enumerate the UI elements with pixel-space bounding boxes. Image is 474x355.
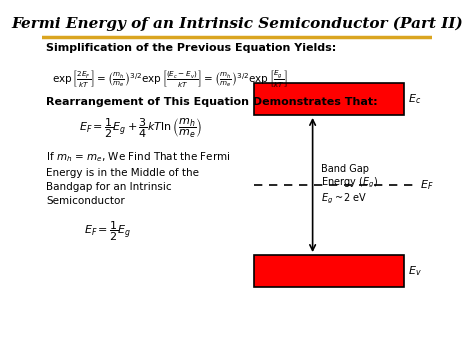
Text: Rearrangement of This Equation Demonstrates That:: Rearrangement of This Equation Demonstra… (46, 97, 378, 107)
Text: Band Gap
Energy ($E_g$)
$E_g$ ~2 eV: Band Gap Energy ($E_g$) $E_g$ ~2 eV (321, 164, 378, 206)
Text: If $m_h$ = $m_e$, We Find That the Fermi
Energy is in the Middle of the
Bandgap : If $m_h$ = $m_e$, We Find That the Fermi… (46, 150, 231, 206)
Text: $E_F = \dfrac{1}{2}E_g$: $E_F = \dfrac{1}{2}E_g$ (84, 220, 132, 244)
Text: $\exp\left[\frac{2E_F}{kT}\right] = \left(\frac{m_h}{m_e}\right)^{3/2} \exp\left: $\exp\left[\frac{2E_F}{kT}\right] = \lef… (52, 68, 287, 89)
Text: $E_F$: $E_F$ (420, 178, 434, 192)
Text: Fermi Energy of an Intrinsic Semiconductor (Part II): Fermi Energy of an Intrinsic Semiconduct… (11, 17, 463, 31)
Text: Simplification of the Previous Equation Yields:: Simplification of the Previous Equation … (46, 43, 337, 53)
Text: $E_F = \dfrac{1}{2}E_g + \dfrac{3}{4}kT\ln\left(\dfrac{m_h}{m_e}\right)$: $E_F = \dfrac{1}{2}E_g + \dfrac{3}{4}kT\… (79, 117, 202, 141)
Text: $E_v$: $E_v$ (408, 264, 422, 278)
Bar (254, 83, 404, 115)
Text: $E_c$: $E_c$ (408, 92, 421, 106)
Bar (254, 255, 404, 287)
